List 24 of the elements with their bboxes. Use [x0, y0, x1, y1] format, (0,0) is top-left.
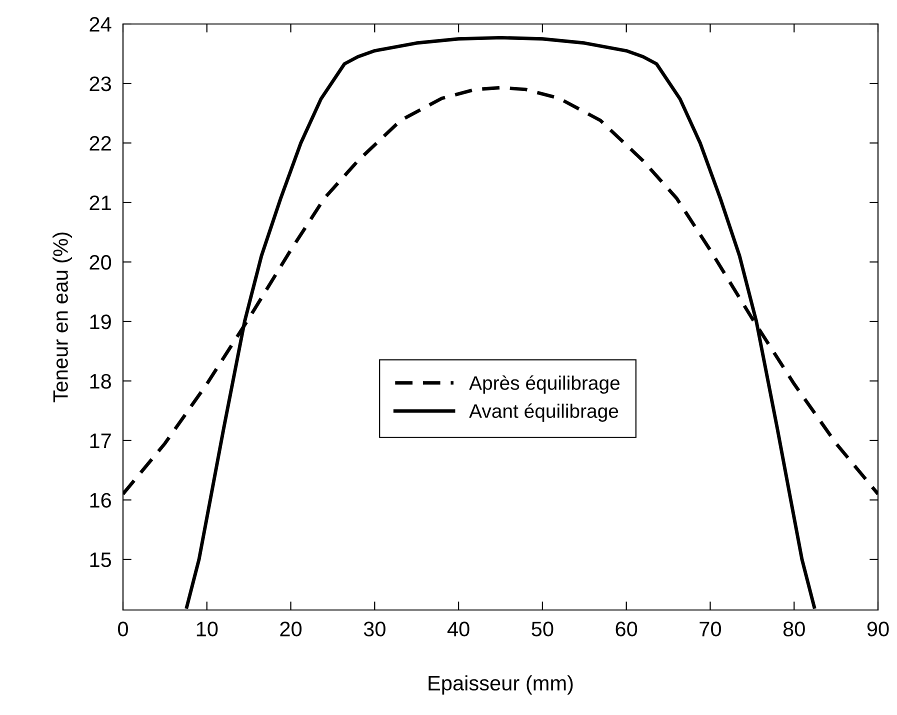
- y-tick-label: 24: [90, 17, 112, 32]
- x-tick-label: 10: [196, 622, 218, 636]
- legend-label: Après équilibrage: [469, 375, 620, 394]
- y-tick-label: 20: [90, 254, 112, 270]
- x-tick-label: 60: [616, 622, 638, 636]
- y-tick-label: 23: [90, 76, 111, 92]
- y-tick-label: 19: [90, 314, 111, 330]
- y-tick-label: 16: [90, 492, 111, 508]
- y-axis-title: Teneur en eau (%): [52, 232, 72, 402]
- x-tick-label: 30: [364, 622, 386, 636]
- x-tick-label: 80: [783, 622, 805, 636]
- y-tick-label: 15: [90, 552, 112, 568]
- x-tick-label: 20: [280, 622, 302, 636]
- x-tick-label: 0: [118, 622, 128, 636]
- y-tick-label: 17: [90, 434, 111, 448]
- y-tick-label: 18: [90, 374, 111, 389]
- legend-label: Avant équilibrage: [469, 403, 618, 422]
- x-tick-label: 40: [447, 622, 470, 636]
- y-tick-label: 22: [90, 136, 111, 151]
- x-tick-label: 90: [867, 622, 889, 636]
- y-tick-label: 21: [90, 195, 111, 210]
- x-tick-label: 50: [532, 622, 554, 636]
- x-tick-label: 70: [700, 622, 721, 636]
- x-axis-title: Epaisseur (mm): [428, 675, 573, 695]
